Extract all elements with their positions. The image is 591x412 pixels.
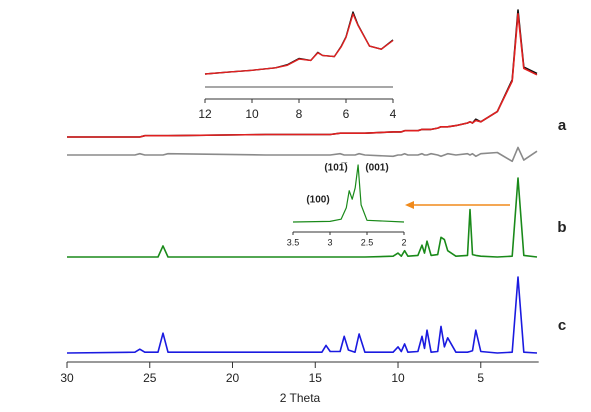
pattern-line	[67, 146, 538, 163]
pattern-line	[66, 276, 538, 354]
x-tick-label: 12	[198, 107, 212, 121]
x-tick-label: 30	[60, 371, 74, 385]
pattern-line	[67, 13, 538, 138]
x-tick-label: 15	[309, 371, 323, 385]
pattern-line	[292, 164, 405, 223]
pattern-label: b	[557, 219, 566, 236]
pattern-line	[204, 11, 394, 75]
x-tick-label: 10	[245, 107, 259, 121]
x-tick-label: 5	[477, 371, 484, 385]
pattern-label: a	[558, 117, 567, 134]
x-axis-label: 2 Theta	[280, 391, 321, 405]
x-tick-label: 25	[143, 371, 157, 385]
x-tick-label: 2	[401, 237, 406, 247]
x-tick-label: 3.5	[287, 237, 300, 247]
pattern-line	[204, 13, 394, 75]
x-tick-label: 2.5	[361, 237, 374, 247]
x-tick-label: 20	[226, 371, 240, 385]
peak-label: (100)	[306, 195, 329, 206]
pattern-label: c	[558, 317, 566, 334]
pattern-line	[67, 177, 538, 258]
peak-label: (001)	[365, 163, 388, 174]
peak-label: (101̅)	[324, 162, 347, 174]
x-tick-label: 3	[327, 237, 332, 247]
x-tick-label: 10	[391, 371, 405, 385]
x-tick-label: 8	[296, 107, 303, 121]
x-tick-label: 4	[390, 107, 397, 121]
arrow-head	[405, 201, 414, 209]
x-tick-label: 6	[343, 107, 350, 121]
